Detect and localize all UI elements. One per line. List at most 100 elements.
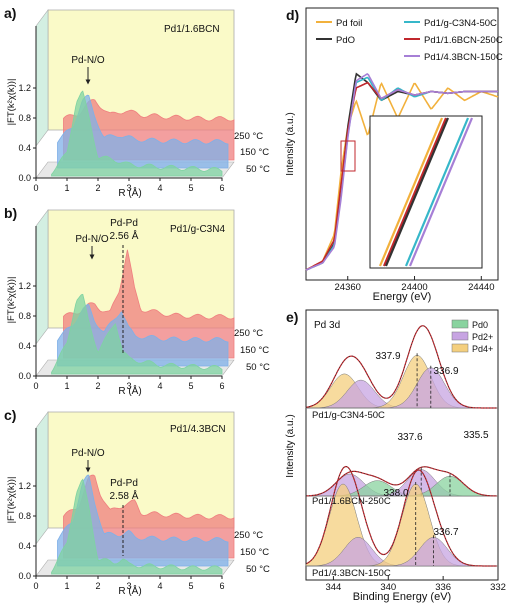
panel-b-y-ticks: 0.0 0.4 0.8 1.2 xyxy=(18,281,36,381)
panel-b-side-wall xyxy=(35,209,49,345)
panel-e-x-ticks: 344 340 336 332 xyxy=(325,576,506,593)
panel-a-temp-250: 250 °C xyxy=(234,131,263,142)
panel-a-temp-150: 150 °C xyxy=(240,147,269,158)
panel-b-peak-distance: 2.56 Å xyxy=(110,229,139,242)
panel-d-legend-label-4: Pd1/4.3BCN-150C xyxy=(424,52,503,63)
panel-d-legend-label-3: Pd1/1.6BCN-250C xyxy=(424,35,503,46)
panel-e-peak-338-0: 338.0 xyxy=(383,488,408,499)
panel-b-sample: Pd1/g-C3N4 xyxy=(170,224,225,235)
panel-b-peak-label-pdpd: Pd-Pd xyxy=(110,218,138,229)
panel-a-ytick-0.8: 0.8 xyxy=(18,113,31,123)
panel-a-xtick-2: 2 xyxy=(95,183,100,193)
panel-e-peaks xyxy=(305,325,499,567)
panel-e-xtick-336: 336 xyxy=(435,582,451,593)
panel-e-raw-2 xyxy=(305,466,497,567)
panel-d-lines xyxy=(305,72,499,271)
panel-e-legend-label-0: Pd0 xyxy=(472,320,488,330)
panel-d-xtick-24360: 24360 xyxy=(335,282,361,293)
panel-d-inset-line-2 xyxy=(384,117,450,267)
panel-a-areas xyxy=(51,90,235,177)
panel-e-legend-label-1: Pd2+ xyxy=(472,332,493,342)
panel-e-peak-336-9: 336.9 xyxy=(433,366,458,377)
panel-a-xtick-0: 0 xyxy=(33,183,38,193)
panel-e-peak-336-7: 336.7 xyxy=(433,527,458,538)
panel-c-area-50C xyxy=(51,478,223,575)
panel-d-ylabel: Intensity (a.u.) xyxy=(285,112,296,175)
panel-a-x-ticks: 0 1 2 3 4 5 6 xyxy=(33,178,225,193)
panel-a-xtick-3: 3 xyxy=(126,183,131,193)
panel-e-label: e) xyxy=(286,309,298,325)
panel-b-ytick-1.2: 1.2 xyxy=(18,281,31,291)
panel-c-sample: Pd1/4.3BCN xyxy=(170,424,226,435)
panel-c-ylabel: |FT(k²χ(k))| xyxy=(6,477,17,524)
panel-e-sample-1: Pd1/g-C3N4-50C xyxy=(312,410,385,421)
panel-b-temp-50: 50 °C xyxy=(246,362,270,373)
panel-b-xtick-0: 0 xyxy=(33,381,38,391)
panel-b-xtick-4: 4 xyxy=(157,381,162,391)
panel-c-temp-250: 250 °C xyxy=(234,530,263,541)
panel-a-ytick-0.4: 0.4 xyxy=(18,143,31,153)
panel-a-xtick-5: 5 xyxy=(188,183,193,193)
panel-e-title: Pd 3d xyxy=(314,320,340,331)
panel-b-ytick-0.0: 0.0 xyxy=(18,371,31,381)
panel-d-xtick-24440: 24440 xyxy=(468,282,494,293)
panel-a-ylabel: |FT(k²χ(k))| xyxy=(6,79,17,126)
panel-d-legend: Pd foil PdO Pd1/g-C3N4-50C Pd1/1.6BCN-250C P… xyxy=(316,18,503,63)
panel-e-peak-337-9: 337.9 xyxy=(375,351,400,362)
panel-d-inset-line-1 xyxy=(382,117,448,267)
panel-a-peak-label-pdno: Pd-N/O xyxy=(71,55,105,66)
panel-c-xtick-6: 6 xyxy=(219,581,224,591)
panel-b-xlabel: R (Å) xyxy=(118,384,141,397)
panel-a-sample: Pd1/1.6BCN xyxy=(164,24,220,35)
panel-c-ytick-0.8: 0.8 xyxy=(18,511,31,521)
panel-a-ytick-0.0: 0.0 xyxy=(18,173,31,183)
panel-c-xtick-1: 1 xyxy=(64,581,69,591)
panel-e-xtick-340: 340 xyxy=(380,582,396,593)
panel-c-xtick-5: 5 xyxy=(188,581,193,591)
panel-a: a) 0 1 2 3 4 5 6 0.0 0.4 0.8 1.2 R (Å) |FT(k²χ(k)… xyxy=(4,5,270,199)
panel-d-inset-line-4 xyxy=(408,117,474,267)
panel-d-label: d) xyxy=(286,7,299,23)
panel-d-line-0 xyxy=(305,81,499,271)
panel-b-ytick-0.4: 0.4 xyxy=(18,341,31,351)
panel-a-xtick-6: 6 xyxy=(219,183,224,193)
panel-a-side-wall xyxy=(35,9,49,147)
panel-a-label: a) xyxy=(4,5,16,21)
panel-c-peak-label-pdno: Pd-N/O xyxy=(71,448,105,459)
panel-a-ytick-1.2: 1.2 xyxy=(18,83,31,93)
panel-e-frame xyxy=(305,309,499,581)
panel-b-label: b) xyxy=(4,205,17,221)
panel-e-xtick-344: 344 xyxy=(325,582,341,593)
panel-e-xtick-332: 332 xyxy=(490,582,506,593)
panel-a-y-ticks: 0.0 0.4 0.8 1.2 xyxy=(18,83,36,183)
panel-b-areas xyxy=(51,249,235,375)
panel-c-peak-distance: 2.58 Å xyxy=(110,489,139,502)
panel-d-legend-label-1: PdO xyxy=(336,35,355,46)
panel-e-legend-swatch-1 xyxy=(451,331,469,341)
panel-d: d) Pd foil PdO Pd1/g-C3N4-50C Pd1/1.6BCN-25… xyxy=(285,7,503,303)
panel-e-sample-2: Pd1/1.6BCN-250C xyxy=(312,496,391,507)
panel-c-y-ticks: 0.0 0.4 0.8 1.2 xyxy=(18,481,36,581)
panel-d-inset-line-0 xyxy=(378,117,444,267)
panel-b-xtick-2: 2 xyxy=(95,381,100,391)
panel-d-x-ticks: 24360 24400 24440 xyxy=(335,276,495,293)
panel-c-ytick-0.0: 0.0 xyxy=(18,571,31,581)
panel-c-xtick-0: 0 xyxy=(33,581,38,591)
panel-c-temp-50: 50 °C xyxy=(246,564,270,575)
panel-b-area-50C xyxy=(51,293,223,375)
panel-a-temp-50: 50 °C xyxy=(246,164,270,175)
panel-d-xlabel: Energy (eV) xyxy=(373,291,432,303)
panel-e-legend-label-2: Pd4+ xyxy=(472,344,493,354)
panel-e-legend-swatch-0 xyxy=(451,319,469,329)
panel-b-temp-150: 150 °C xyxy=(240,345,269,356)
panel-a-area-150C xyxy=(57,94,229,169)
panel-d-legend-label-0: Pd foil xyxy=(336,18,362,29)
panel-b-ylabel: |FT(k²χ(k))| xyxy=(6,277,17,324)
panel-b-x-ticks: 0 1 2 3 4 5 6 xyxy=(33,376,225,391)
panel-b-xtick-6: 6 xyxy=(219,381,224,391)
panel-c-xtick-4: 4 xyxy=(157,581,162,591)
panel-b-xtick-1: 1 xyxy=(64,381,69,391)
panel-c-temp-150: 150 °C xyxy=(240,547,269,558)
panel-b-xtick-5: 5 xyxy=(188,381,193,391)
